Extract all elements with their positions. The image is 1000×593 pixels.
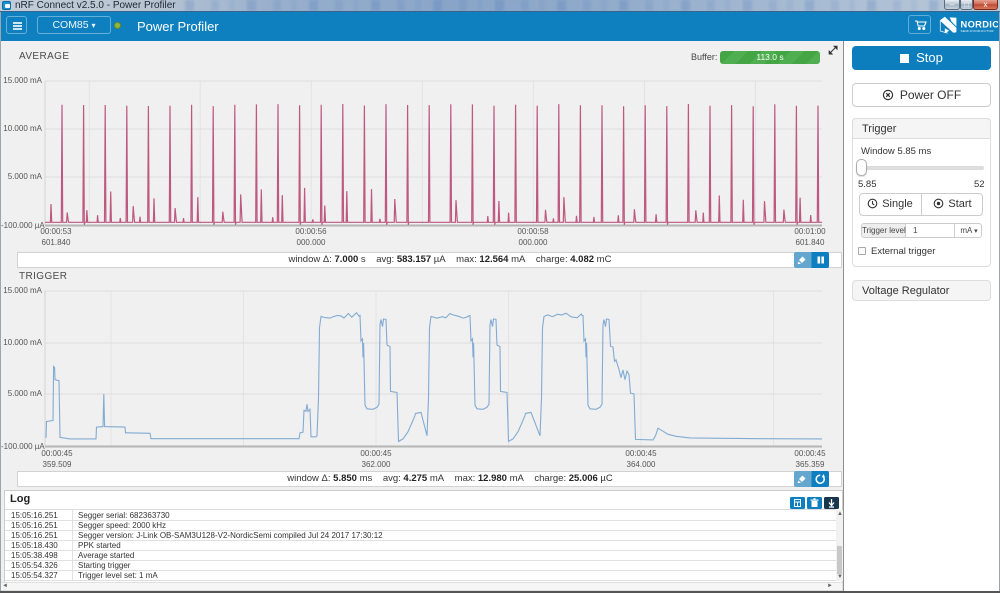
svg-text:364.000: 364.000 [627,460,656,469]
svg-text:15.000 mA: 15.000 mA [3,76,42,85]
svg-text:601.840: 601.840 [42,238,71,247]
svg-text:5.000 mA: 5.000 mA [8,389,43,398]
svg-text:-100.000 µA: -100.000 µA [1,442,45,451]
svg-text:00:00:45: 00:00:45 [41,449,73,458]
svg-text:00:00:56: 00:00:56 [295,227,327,236]
svg-text:-100.000 µA: -100.000 µA [1,221,45,230]
svg-text:NORDIC: NORDIC [961,20,999,30]
svg-text:10.000 mA: 10.000 mA [3,338,42,347]
svg-text:362.000: 362.000 [362,460,391,469]
svg-text:00:01:00: 00:01:00 [794,227,826,236]
svg-text:15.000 mA: 15.000 mA [3,286,42,295]
svg-text:00:00:58: 00:00:58 [517,227,549,236]
svg-text:000.000: 000.000 [297,238,326,247]
svg-text:359.509: 359.509 [43,460,72,469]
svg-text:00:00:45: 00:00:45 [794,449,826,458]
svg-text:00:00:45: 00:00:45 [360,449,392,458]
svg-text:10.000 mA: 10.000 mA [3,124,42,133]
svg-text:365.359: 365.359 [796,460,825,469]
svg-text:00:00:45: 00:00:45 [625,449,657,458]
svg-text:5.000 mA: 5.000 mA [8,172,43,181]
svg-text:00:00:53: 00:00:53 [40,227,72,236]
svg-text:SEMICONDUCTOR: SEMICONDUCTOR [961,29,995,33]
svg-text:000.000: 000.000 [519,238,548,247]
svg-text:601.840: 601.840 [796,238,825,247]
